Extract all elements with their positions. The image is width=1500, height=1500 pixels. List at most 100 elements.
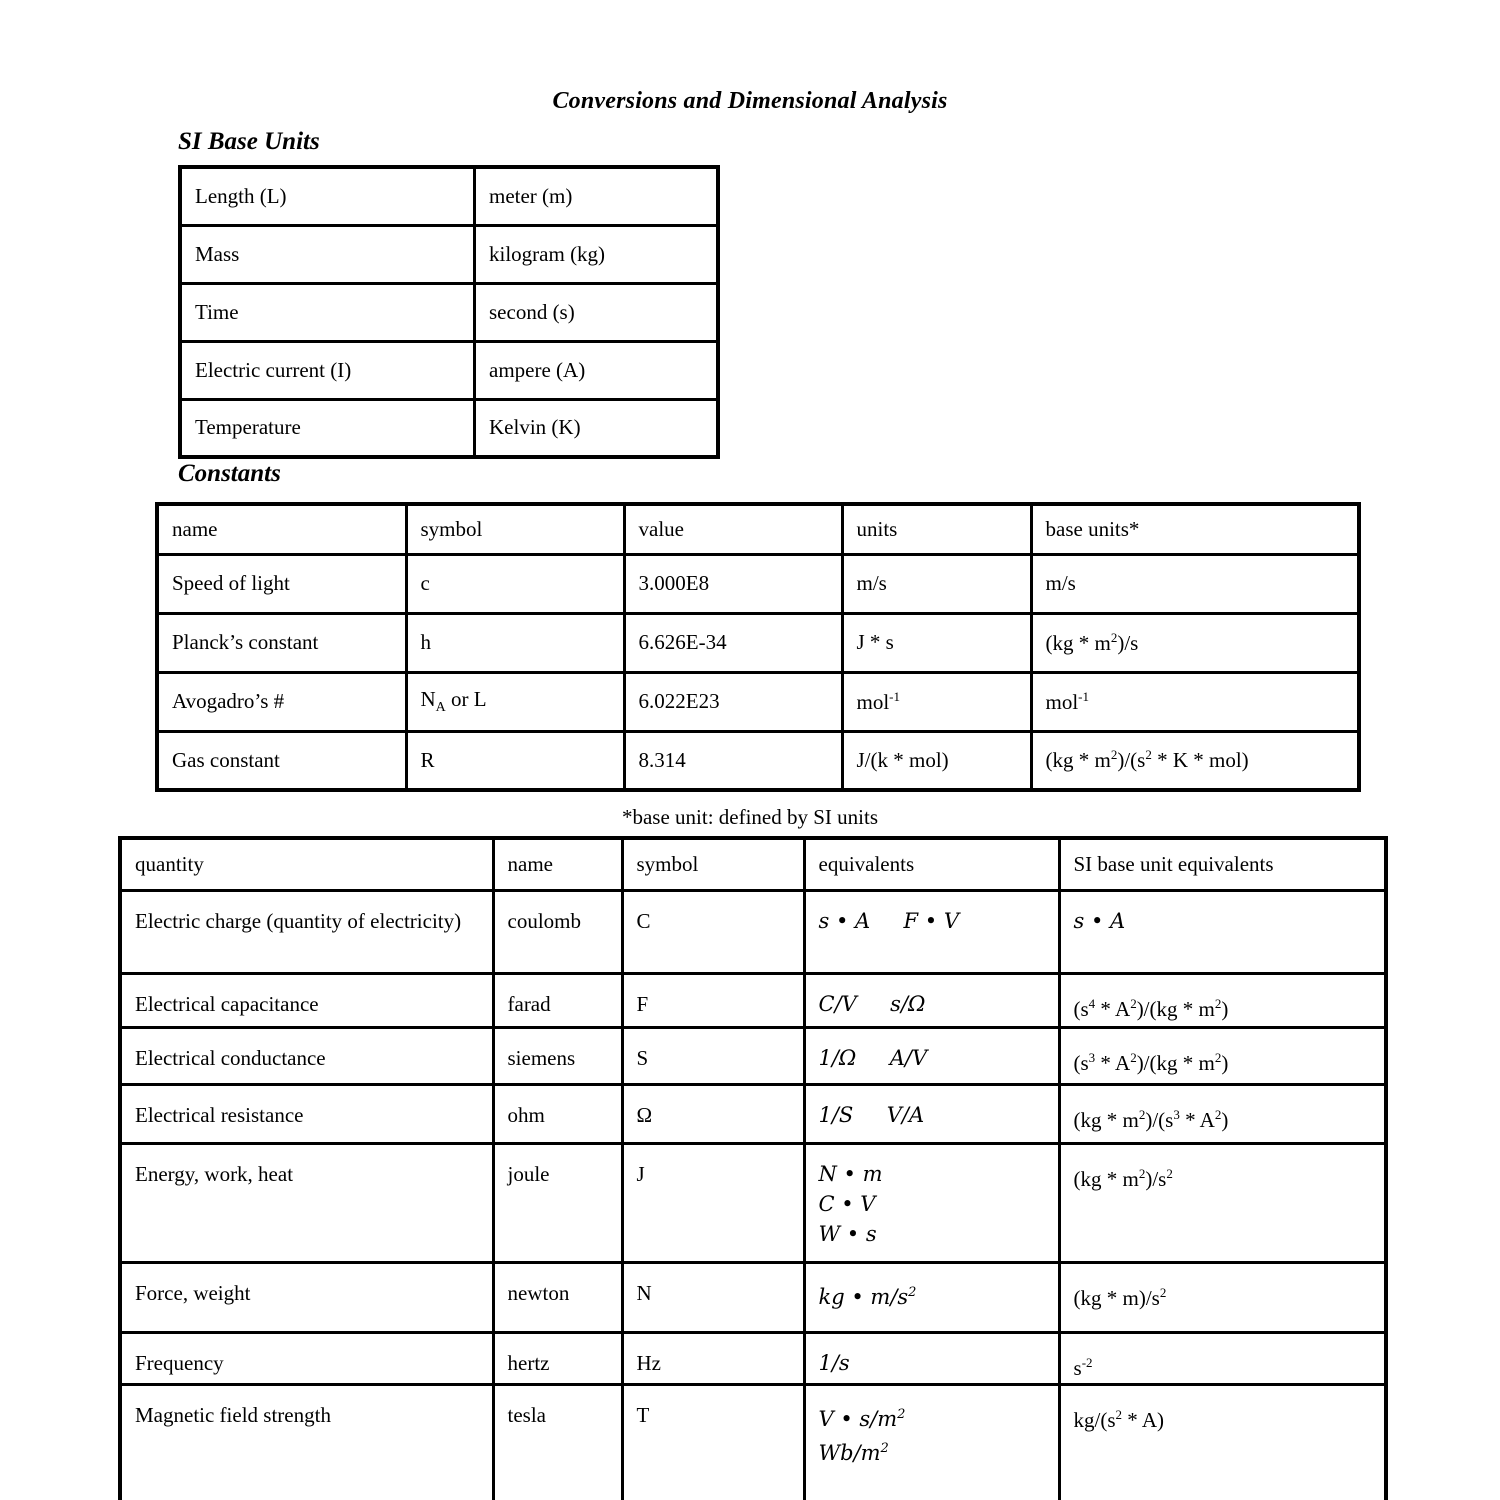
derived-symbol-cell: C	[620, 888, 806, 975]
derived-name-cell: coulomb	[491, 888, 624, 975]
table-row: Magnetic field strength tesla T V • s/m2…	[118, 1382, 1388, 1500]
constant-base-units-cell: (kg * m2)/(s2 * K * mol)	[1029, 729, 1361, 792]
derived-name-cell: hertz	[491, 1330, 624, 1386]
constant-name-cell: Speed of light	[155, 552, 408, 615]
constant-base-units-cell: mol-1	[1029, 670, 1361, 733]
derived-si-equivalents-cell: s-2	[1057, 1330, 1388, 1386]
derived-si-equivalents-cell: (kg * m2)/s2	[1057, 1141, 1388, 1264]
constant-name-cell: Avogadro’s #	[155, 670, 408, 733]
si-base-units-heading: SI Base Units	[178, 128, 320, 155]
derived-si-equivalents-cell: (kg * m2)/(s3 * A2)	[1057, 1082, 1388, 1145]
derived-si-equivalents-cell: (kg * m)/s2	[1057, 1260, 1388, 1334]
derived-equivalents-cell: 1/S V/A	[802, 1082, 1061, 1145]
page-title: Conversions and Dimensional Analysis	[552, 88, 948, 114]
derived-symbol-cell: T	[620, 1382, 806, 1500]
derived-header-name: name	[491, 836, 624, 892]
derived-equivalents-cell: 1/Ω A/V	[802, 1025, 1061, 1086]
si-unit-cell: ampere (A)	[473, 339, 720, 401]
si-quantity-cell: Mass	[178, 223, 476, 285]
derived-header-quantity: quantity	[118, 836, 495, 892]
constant-base-units-cell: (kg * m2)/s	[1029, 611, 1361, 674]
constant-units-cell: mol-1	[840, 670, 1033, 733]
derived-quantity-cell: Force, weight	[118, 1260, 495, 1334]
derived-quantity-cell: Frequency	[118, 1330, 495, 1386]
table-row: Temperature Kelvin (K)	[178, 397, 720, 459]
table-row: Time second (s)	[178, 281, 720, 343]
constant-symbol-cell: R	[404, 729, 626, 792]
derived-symbol-cell: S	[620, 1025, 806, 1086]
constant-symbol-cell: h	[404, 611, 626, 674]
si-unit-cell: meter (m)	[473, 165, 720, 227]
table-header-row: quantity name symbol equivalents SI base…	[118, 836, 1388, 892]
constant-value-cell: 3.000E8	[622, 552, 844, 615]
table-row: Avogadro’s # NA or L 6.022E23 mol-1 mol-…	[155, 670, 1361, 733]
derived-quantity-cell: Electrical conductance	[118, 1025, 495, 1086]
table-row: Gas constant R 8.314 J/(k * mol) (kg * m…	[155, 729, 1361, 792]
table-row: Electrical conductance siemens S 1/Ω A/V…	[118, 1025, 1388, 1086]
table-row: Electrical capacitance farad F C/V s/Ω (…	[118, 971, 1388, 1029]
derived-equivalents-cell: s • A F • V	[802, 888, 1061, 975]
derived-name-cell: ohm	[491, 1082, 624, 1145]
constant-units-cell: J * s	[840, 611, 1033, 674]
constant-units-cell: J/(k * mol)	[840, 729, 1033, 792]
constant-value-cell: 8.314	[622, 729, 844, 792]
derived-symbol-cell: Hz	[620, 1330, 806, 1386]
si-quantity-cell: Electric current (I)	[178, 339, 476, 401]
constants-header-units: units	[840, 502, 1033, 556]
constant-base-units-cell: m/s	[1029, 552, 1361, 615]
constants-header-base-units: base units*	[1029, 502, 1361, 556]
constant-value-cell: 6.626E-34	[622, 611, 844, 674]
table-row: Planck’s constant h 6.626E-34 J * s (kg …	[155, 611, 1361, 674]
derived-symbol-cell: F	[620, 971, 806, 1029]
constant-name-cell: Planck’s constant	[155, 611, 408, 674]
derived-symbol-cell: Ω	[620, 1082, 806, 1145]
derived-equivalents-cell: kg • m/s2	[802, 1260, 1061, 1334]
si-quantity-cell: Temperature	[178, 397, 476, 459]
derived-si-equivalents-cell: kg/(s2 * A)	[1057, 1382, 1388, 1500]
derived-equivalents-cell: 1/s	[802, 1330, 1061, 1386]
derived-quantity-cell: Magnetic field strength	[118, 1382, 495, 1500]
constant-units-cell: m/s	[840, 552, 1033, 615]
table-footnote: *base unit: defined by SI units	[621, 805, 879, 829]
derived-name-cell: siemens	[491, 1025, 624, 1086]
si-unit-cell: kilogram (kg)	[473, 223, 720, 285]
table-row: Length (L) meter (m)	[178, 165, 720, 227]
constants-header-symbol: symbol	[404, 502, 626, 556]
derived-name-cell: farad	[491, 971, 624, 1029]
table-row: Electric current (I) ampere (A)	[178, 339, 720, 401]
derived-si-equivalents-cell: (s3 * A2)/(kg * m2)	[1057, 1025, 1388, 1086]
derived-quantity-cell: Electrical resistance	[118, 1082, 495, 1145]
derived-equivalents-cell: C/V s/Ω	[802, 971, 1061, 1029]
si-unit-cell: Kelvin (K)	[473, 397, 720, 459]
si-quantity-cell: Time	[178, 281, 476, 343]
constant-symbol-cell: NA or L	[404, 670, 626, 733]
constants-header-name: name	[155, 502, 408, 556]
derived-units-table: quantity name symbol equivalents SI base…	[118, 836, 1388, 1500]
si-quantity-cell: Length (L)	[178, 165, 476, 227]
table-header-row: name symbol value units base units*	[155, 502, 1361, 556]
derived-equivalents-cell: V • s/m2 Wb/m2	[802, 1382, 1061, 1500]
si-unit-cell: second (s)	[473, 281, 720, 343]
derived-quantity-cell: Electrical capacitance	[118, 971, 495, 1029]
constants-table: name symbol value units base units* Spee…	[155, 502, 1361, 792]
table-row: Electrical resistance ohm Ω 1/S V/A (kg …	[118, 1082, 1388, 1145]
si-base-units-table: Length (L) meter (m) Mass kilogram (kg) …	[178, 165, 720, 459]
derived-symbol-cell: J	[620, 1141, 806, 1264]
table-row: Speed of light c 3.000E8 m/s m/s	[155, 552, 1361, 615]
constant-value-cell: 6.022E23	[622, 670, 844, 733]
constants-heading: Constants	[178, 460, 281, 487]
derived-header-equivalents: equivalents	[802, 836, 1061, 892]
constants-header-value: value	[622, 502, 844, 556]
constant-name-cell: Gas constant	[155, 729, 408, 792]
derived-si-equivalents-cell: s • A	[1057, 888, 1388, 975]
derived-name-cell: joule	[491, 1141, 624, 1264]
constant-symbol-cell: c	[404, 552, 626, 615]
derived-header-symbol: symbol	[620, 836, 806, 892]
derived-symbol-cell: N	[620, 1260, 806, 1334]
derived-quantity-cell: Electric charge (quantity of electricity…	[118, 888, 495, 975]
table-row: Mass kilogram (kg)	[178, 223, 720, 285]
derived-quantity-cell: Energy, work, heat	[118, 1141, 495, 1264]
